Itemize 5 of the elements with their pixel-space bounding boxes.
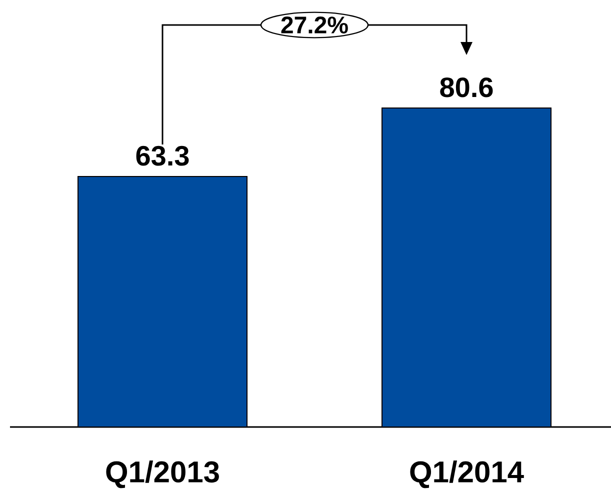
data-label: 80.6 xyxy=(440,77,493,98)
x-tick-label: Q1/2013 xyxy=(106,460,219,488)
text: 27.2% xyxy=(281,16,348,34)
x-tick-label: Q1/2014 xyxy=(410,460,524,488)
data-label: 63.3 xyxy=(136,146,189,166)
